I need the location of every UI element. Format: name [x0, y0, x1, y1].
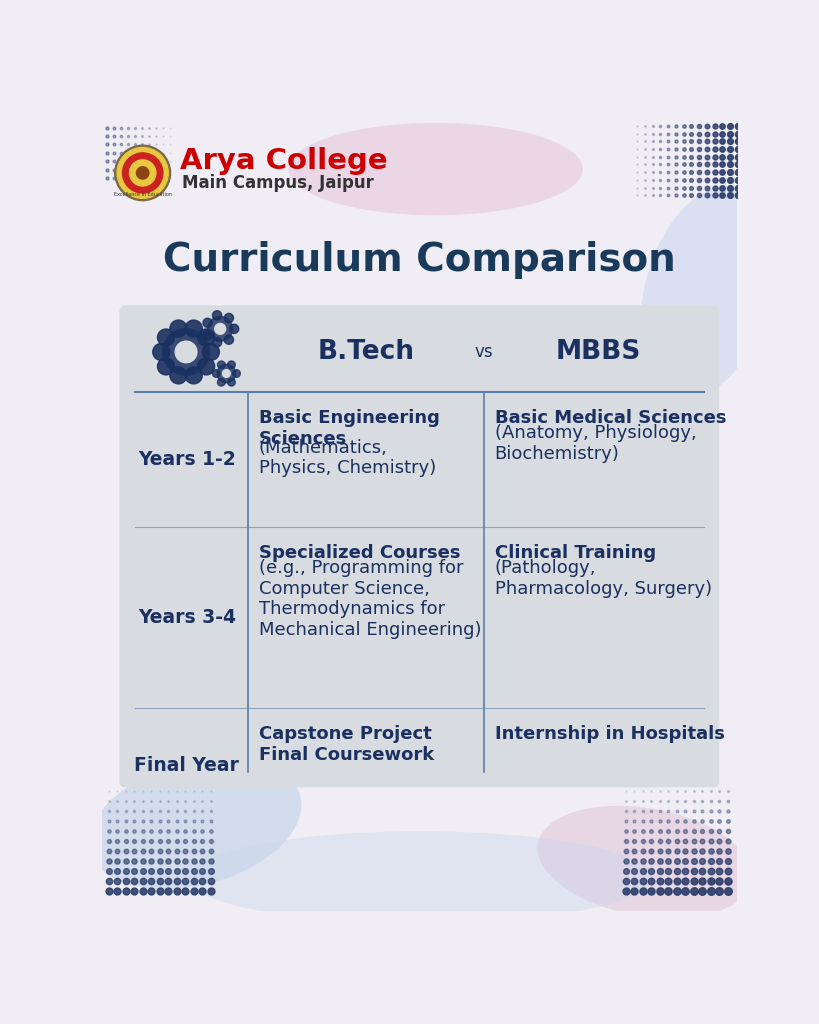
Text: (Mathematics,
Physics, Chemistry): (Mathematics, Physics, Chemistry) — [259, 438, 437, 477]
Text: Basic Engineering
Sciences: Basic Engineering Sciences — [259, 410, 440, 449]
Circle shape — [215, 324, 225, 334]
Circle shape — [197, 358, 215, 375]
Text: Basic Medical Sciences: Basic Medical Sciences — [495, 410, 726, 427]
Text: Arya College: Arya College — [180, 147, 387, 175]
Text: (e.g., Programming for
Computer Science,
Thermodynamics for
Mechanical Engineeri: (e.g., Programming for Computer Science,… — [259, 559, 482, 639]
Circle shape — [115, 145, 170, 201]
Text: MBBS: MBBS — [555, 339, 641, 365]
Circle shape — [223, 370, 230, 378]
Circle shape — [137, 167, 149, 179]
Circle shape — [233, 370, 240, 378]
Text: Specialized Courses: Specialized Courses — [259, 544, 460, 562]
Text: (Pathology,
Pharmacology, Surgery): (Pathology, Pharmacology, Surgery) — [495, 559, 712, 597]
Ellipse shape — [640, 187, 773, 397]
Ellipse shape — [188, 831, 653, 924]
Circle shape — [229, 325, 239, 334]
Text: vs: vs — [474, 343, 493, 360]
Text: Years 1-2: Years 1-2 — [138, 451, 236, 469]
Circle shape — [153, 343, 170, 360]
Circle shape — [185, 321, 202, 337]
Circle shape — [212, 338, 222, 347]
Circle shape — [224, 313, 233, 323]
Circle shape — [208, 316, 233, 341]
Text: Excellence in Education: Excellence in Education — [114, 191, 172, 197]
FancyBboxPatch shape — [120, 305, 719, 787]
Text: Years 3-4: Years 3-4 — [138, 608, 236, 627]
Circle shape — [170, 321, 187, 337]
Circle shape — [218, 378, 225, 386]
Circle shape — [203, 331, 212, 340]
Text: Capstone Project
Final Coursework: Capstone Project Final Coursework — [259, 725, 434, 764]
Circle shape — [218, 361, 225, 369]
Circle shape — [170, 367, 187, 384]
Circle shape — [202, 343, 219, 360]
Text: Main Campus, Jaipur: Main Campus, Jaipur — [182, 174, 374, 191]
Ellipse shape — [89, 758, 301, 889]
Circle shape — [228, 378, 235, 386]
Circle shape — [175, 341, 197, 362]
Circle shape — [228, 361, 235, 369]
Circle shape — [203, 318, 212, 328]
Text: Curriculum Comparison: Curriculum Comparison — [163, 241, 676, 279]
Ellipse shape — [288, 123, 583, 215]
Circle shape — [129, 160, 156, 186]
Circle shape — [185, 367, 202, 384]
Circle shape — [212, 310, 222, 319]
Circle shape — [123, 153, 163, 193]
Text: B.Tech: B.Tech — [318, 339, 414, 365]
Text: Internship in Hospitals: Internship in Hospitals — [495, 725, 724, 743]
Circle shape — [157, 358, 174, 375]
Circle shape — [163, 329, 210, 375]
Circle shape — [217, 365, 236, 383]
Text: (Anatomy, Physiology,
Biochemistry): (Anatomy, Physiology, Biochemistry) — [495, 424, 696, 463]
Circle shape — [212, 370, 220, 378]
Circle shape — [157, 329, 174, 346]
Circle shape — [197, 329, 215, 346]
Ellipse shape — [537, 806, 752, 919]
Text: Clinical Training: Clinical Training — [495, 544, 656, 562]
Text: Final Year: Final Year — [134, 757, 239, 775]
Circle shape — [117, 147, 168, 199]
Circle shape — [224, 335, 233, 344]
